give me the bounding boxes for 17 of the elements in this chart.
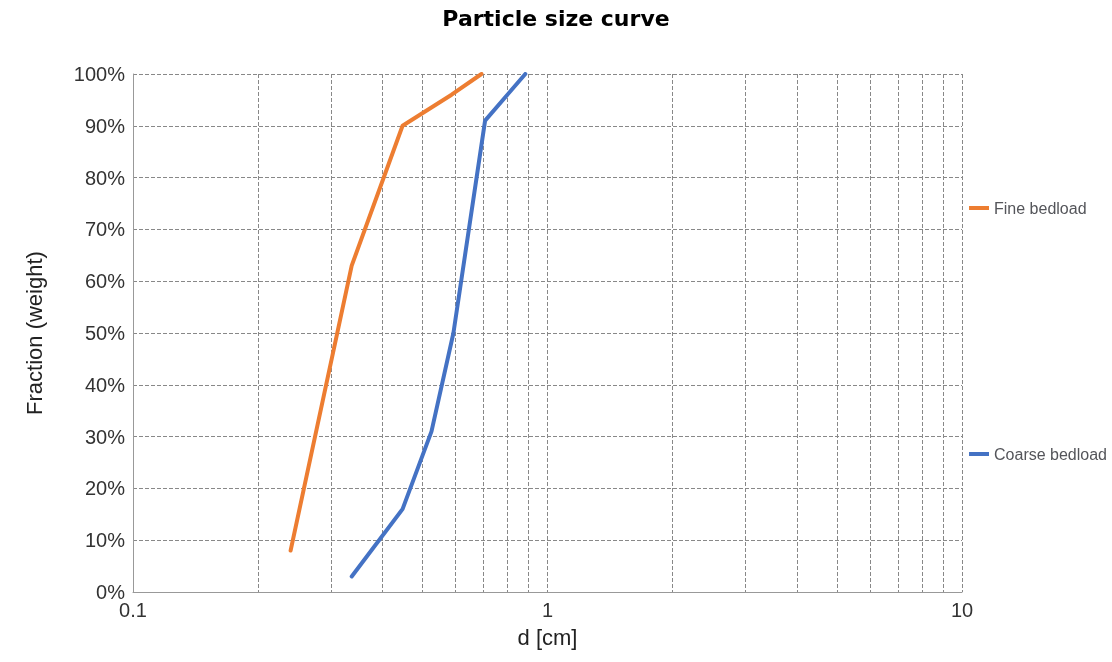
y-tick-label: 20% — [84, 477, 126, 500]
x-axis-title: d [cm] — [517, 624, 578, 650]
legend-label: Coarse bedload — [994, 445, 1107, 463]
y-tick-label: 80% — [84, 166, 126, 189]
y-tick-label: 40% — [84, 373, 126, 396]
y-tick-label: 10% — [84, 529, 126, 552]
legend-label: Fine bedload — [994, 199, 1087, 217]
y-tick-label: 90% — [84, 114, 126, 137]
y-tick-label: 100% — [73, 63, 126, 85]
y-tick-label: 70% — [84, 218, 126, 241]
x-tick-label: 1 — [541, 599, 554, 621]
y-axis-title: Fraction (weight) — [21, 251, 47, 415]
y-tick-label: 60% — [84, 270, 126, 293]
y-tick-label: 50% — [84, 322, 126, 344]
y-tick-label: 30% — [84, 425, 126, 448]
x-tick-label: 10 — [950, 599, 974, 621]
chart-title: Particle size curve — [442, 5, 670, 31]
